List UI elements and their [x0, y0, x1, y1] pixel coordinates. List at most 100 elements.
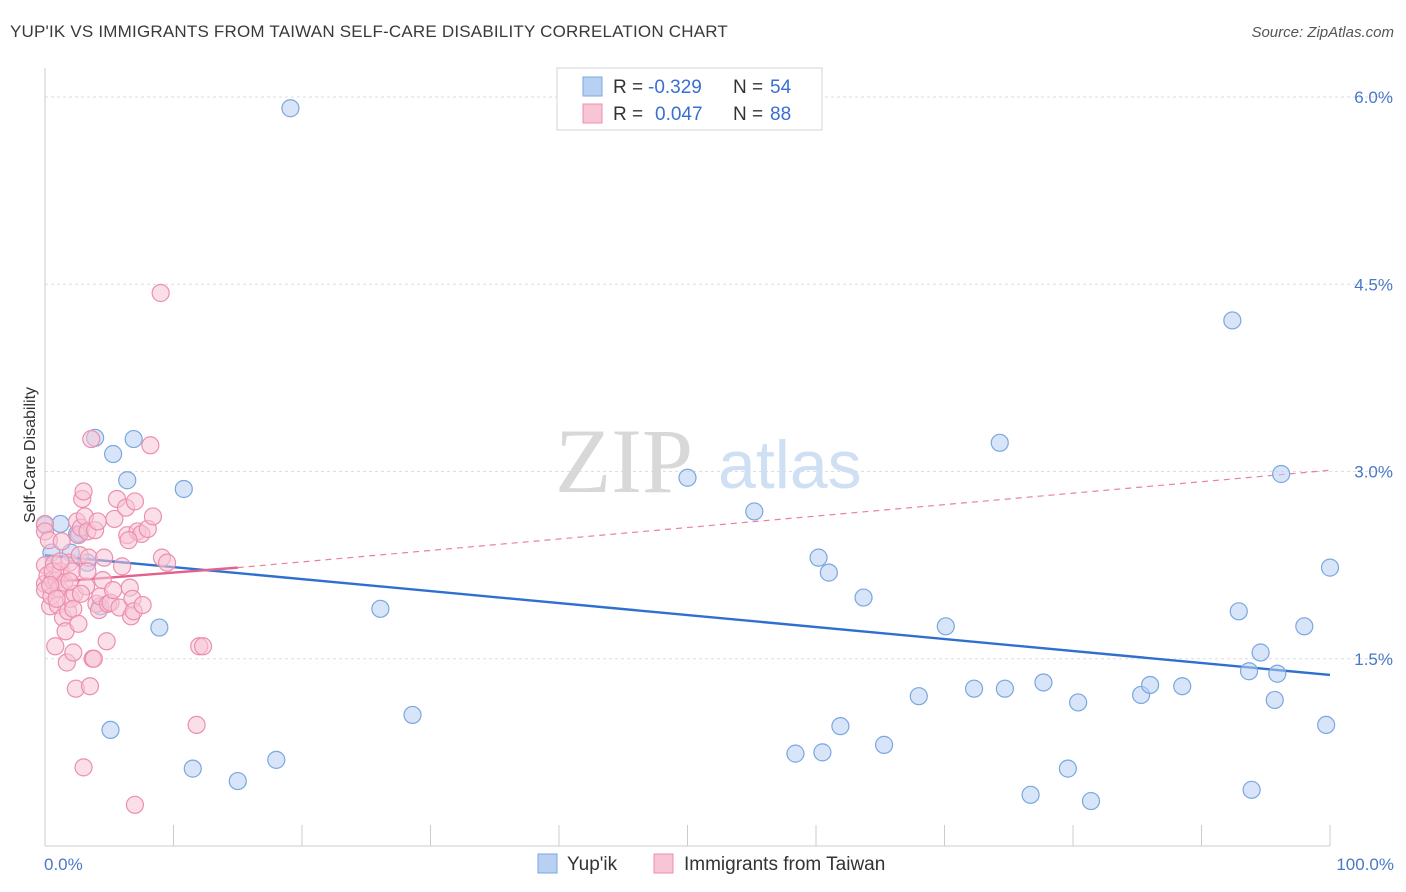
- legend-r-label-1: R =: [613, 77, 643, 98]
- point-yupik: [678, 468, 697, 487]
- trend-line-yupik: [44, 553, 1331, 677]
- point-yupik: [809, 548, 828, 567]
- point-yupik: [174, 479, 193, 499]
- legend-n-label-1: N =: [733, 77, 763, 98]
- point-taiwan: [97, 632, 116, 651]
- point-taiwan: [69, 614, 88, 633]
- point-taiwan: [133, 595, 152, 615]
- legend-r-value-1: -0.329: [648, 77, 702, 98]
- point-taiwan: [119, 531, 138, 550]
- point-taiwan: [71, 584, 91, 603]
- point-taiwan: [47, 589, 66, 608]
- point-yupik: [1295, 617, 1314, 636]
- watermark-zip: ZIP: [555, 410, 693, 512]
- legend-n-value-2: 88: [770, 104, 791, 125]
- point-yupik: [1272, 464, 1291, 484]
- point-yupik: [1320, 558, 1340, 577]
- bottom-legend-label-taiwan: Immigrants from Taiwan: [684, 854, 885, 875]
- legend-box: R = -0.329 N = 54 R = 0.047 N = 88: [556, 67, 823, 131]
- point-yupik: [1242, 780, 1261, 799]
- chart-source: Source: ZipAtlas.com: [1251, 24, 1394, 41]
- point-yupik: [1069, 693, 1088, 712]
- point-yupik: [1239, 662, 1259, 681]
- point-taiwan: [82, 429, 101, 449]
- point-yupik: [1251, 643, 1270, 662]
- point-taiwan: [141, 436, 160, 455]
- axes: [44, 68, 1331, 847]
- bottom-legend-swatch-yupik: [537, 853, 558, 874]
- point-yupik: [118, 471, 137, 490]
- legend-r-label-2: R =: [613, 104, 643, 125]
- point-yupik: [267, 750, 286, 769]
- point-taiwan: [125, 795, 145, 814]
- point-yupik: [228, 771, 247, 791]
- point-taiwan: [151, 283, 170, 303]
- point-yupik: [1021, 785, 1040, 804]
- point-yupik: [813, 743, 832, 762]
- point-taiwan: [88, 512, 107, 531]
- point-yupik: [1173, 677, 1192, 696]
- point-taiwan: [104, 580, 123, 600]
- point-taiwan: [157, 553, 177, 572]
- point-taiwan: [84, 649, 103, 668]
- y-tick-labels: 1.5% 3.0% 4.5% 6.0%: [1354, 88, 1393, 669]
- data-points: [35, 99, 1340, 814]
- y-tick-label: 3.0%: [1354, 463, 1393, 482]
- point-yupik: [1268, 664, 1287, 683]
- bottom-legend: Yup'ik Immigrants from Taiwan: [537, 853, 885, 875]
- point-yupik: [51, 514, 70, 534]
- grid-lines: [45, 96, 1395, 660]
- point-yupik: [1058, 759, 1077, 778]
- y-axis-title: Self-Care Disability: [22, 387, 39, 523]
- point-taiwan: [112, 557, 132, 576]
- point-taiwan: [193, 637, 213, 656]
- point-yupik: [281, 99, 300, 118]
- point-taiwan: [78, 562, 97, 581]
- watermark-atlas: atlas: [718, 427, 862, 503]
- legend-r-value-2: 0.047: [655, 104, 703, 125]
- trend-line-taiwan-extension: [237, 469, 1331, 569]
- point-yupik: [1081, 791, 1101, 811]
- point-taiwan: [80, 677, 100, 696]
- point-taiwan: [64, 643, 83, 662]
- point-taiwan: [74, 482, 93, 501]
- point-yupik: [1317, 715, 1336, 735]
- y-tick-label: 6.0%: [1354, 88, 1393, 107]
- point-taiwan: [95, 548, 114, 567]
- point-yupik: [995, 679, 1014, 698]
- point-taiwan: [143, 507, 163, 526]
- point-taiwan: [60, 572, 79, 591]
- point-yupik: [1229, 602, 1248, 621]
- legend-n-label-2: N =: [733, 104, 763, 125]
- bottom-legend-swatch-taiwan: [653, 853, 674, 874]
- x-tick-label-max: 100.0%: [1336, 855, 1394, 874]
- point-taiwan: [125, 492, 145, 511]
- y-tick-label: 4.5%: [1354, 275, 1393, 294]
- point-yupik: [403, 705, 422, 725]
- point-taiwan: [51, 552, 70, 571]
- point-yupik: [990, 433, 1009, 452]
- point-yupik: [1034, 673, 1053, 692]
- x-tick-label-min: 0.0%: [44, 855, 83, 874]
- point-yupik: [964, 679, 984, 698]
- y-tick-label: 1.5%: [1354, 650, 1393, 669]
- bottom-legend-label-yupik: Yup'ik: [567, 854, 618, 875]
- point-yupik: [101, 720, 120, 740]
- point-yupik: [183, 759, 202, 778]
- point-yupik: [854, 588, 873, 607]
- point-yupik: [371, 599, 390, 618]
- point-yupik: [104, 444, 123, 464]
- point-yupik: [1223, 311, 1242, 330]
- watermark: ZIP atlas: [555, 410, 862, 512]
- point-yupik: [909, 687, 928, 706]
- point-taiwan: [52, 532, 71, 551]
- point-yupik: [745, 502, 764, 521]
- point-yupik: [831, 717, 850, 736]
- point-taiwan: [74, 758, 93, 777]
- point-yupik: [786, 744, 805, 763]
- point-taiwan: [187, 715, 206, 735]
- point-yupik: [1265, 690, 1284, 710]
- point-yupik: [1140, 675, 1160, 695]
- legend-swatch-yupik: [582, 76, 603, 97]
